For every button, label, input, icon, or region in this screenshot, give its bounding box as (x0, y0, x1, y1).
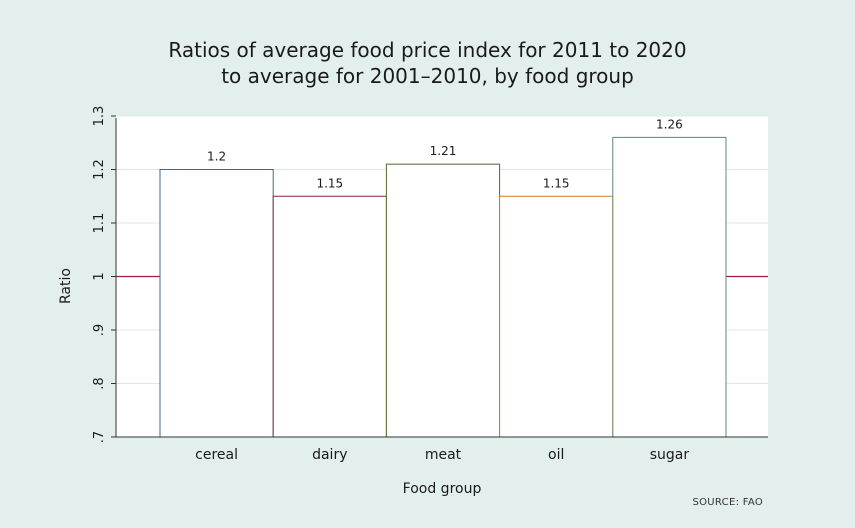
bar-oil (499, 195, 614, 438)
data-label-cereal: 1.2 (207, 150, 226, 164)
x-axis-title: Food group (403, 481, 482, 497)
x-tick-label-meat: meat (425, 447, 462, 463)
y-tick-label: 1.1 (92, 213, 107, 234)
x-tick-label-oil: oil (548, 447, 564, 463)
bar-cereal (159, 169, 274, 438)
bar-dairy (272, 195, 387, 438)
bar-sugar (612, 136, 727, 438)
y-tick-label: 1 (92, 272, 107, 280)
y-tick-label: .9 (92, 324, 107, 336)
y-tick-label: 1.2 (92, 159, 107, 180)
bar-meat (385, 163, 501, 438)
x-tick-label-cereal: cereal (195, 447, 238, 463)
data-label-dairy: 1.15 (316, 176, 343, 190)
x-tick-label-dairy: dairy (312, 447, 347, 463)
x-tick-label-sugar: sugar (650, 447, 690, 463)
y-tick-label: 1.3 (92, 106, 107, 127)
data-label-sugar: 1.26 (656, 117, 683, 131)
chart-title: Ratios of average food price index for 2… (168, 38, 687, 62)
chart-subtitle: to average for 2001–2010, by food group (221, 64, 634, 88)
source-note: SOURCE: FAO (692, 497, 763, 508)
y-tick-label: .8 (92, 377, 107, 389)
data-label-oil: 1.15 (543, 176, 570, 190)
y-tick-label: .7 (92, 431, 107, 443)
y-axis-title: Ratio (58, 268, 74, 304)
data-label-meat: 1.21 (430, 144, 457, 158)
